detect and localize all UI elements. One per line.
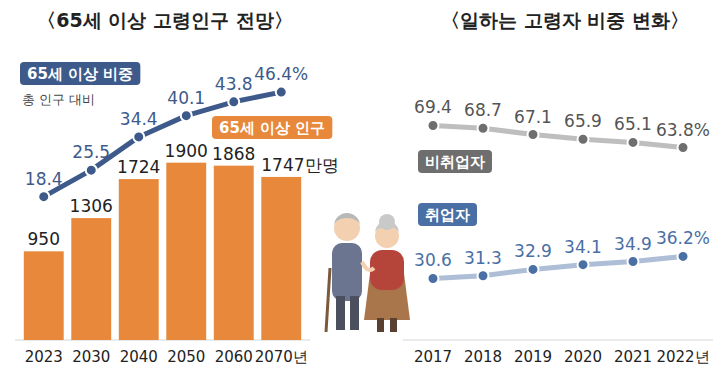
x-tick-label: 2023 — [25, 348, 63, 366]
marker — [38, 191, 49, 202]
point-label: 34.4 — [120, 109, 158, 129]
legend-box — [418, 150, 492, 173]
marker — [428, 273, 439, 284]
bar-label: 950 — [28, 229, 60, 249]
bar-label: 1868 — [212, 144, 255, 164]
figure-leg — [377, 318, 384, 332]
marker — [628, 137, 639, 148]
x-tick-label: 2021 — [614, 348, 652, 366]
x-tick-label: 2017 — [414, 348, 452, 366]
figure-leg — [336, 296, 345, 330]
legend-label: 취업자 — [425, 206, 470, 224]
point-label: 31.3 — [464, 248, 502, 268]
x-tick-label: 2070년 — [255, 348, 308, 366]
legend-box — [418, 203, 477, 226]
marker — [276, 87, 287, 98]
bar-label: 1747만명 — [261, 155, 338, 175]
x-tick-label: 2019 — [514, 348, 552, 366]
marker — [428, 120, 439, 131]
point-label: 65.1 — [614, 114, 652, 134]
plot-area — [428, 120, 689, 284]
point-label: 36.2% — [656, 228, 710, 248]
bar — [261, 177, 301, 340]
chart-title: 〈65세 이상 고령인구 전망〉 — [37, 9, 292, 31]
point-label: 40.1 — [167, 88, 205, 108]
marker — [678, 251, 689, 262]
point-label: 68.7 — [464, 100, 502, 120]
point-label: 30.6 — [414, 250, 452, 270]
legend-box — [212, 116, 332, 139]
x-tick-label: 2030 — [72, 348, 110, 366]
figure-arm — [362, 262, 374, 270]
background — [0, 0, 728, 381]
bar — [119, 179, 159, 340]
x-tick-label: 2060 — [215, 348, 253, 366]
data-labels: 69.4 68.7 67.1 65.9 65.163.8% 30.6 31.3 32.9 34.… — [414, 97, 710, 270]
legend-item: 비취업자 — [418, 150, 492, 173]
point-label: 34.9 — [614, 234, 652, 254]
marker — [478, 270, 489, 281]
x-tick-label: 2018 — [464, 348, 502, 366]
legend-item: 취업자 — [418, 203, 477, 226]
figure-body — [332, 243, 362, 301]
x-tick-label: 2020 — [564, 348, 602, 366]
marker — [86, 165, 97, 176]
chart-title: 〈일하는 고령자 비중 변화〉 — [441, 9, 689, 31]
figure-cane — [326, 268, 330, 332]
axis-line — [403, 340, 713, 341]
figure-hair — [375, 221, 399, 233]
chart-panel: 〈65세 이상 고령인구 전망〉 950 1306172419001868 1747만… — [15, 9, 339, 366]
marker — [628, 256, 639, 267]
marker — [578, 134, 589, 145]
bar-label: 1724 — [117, 157, 160, 177]
line — [44, 92, 282, 197]
marker — [528, 129, 539, 140]
illustration — [326, 213, 410, 332]
figure: 〈65세 이상 고령인구 전망〉 950 1306172419001868 1747만… — [0, 0, 728, 381]
point-label: 63.8% — [656, 120, 710, 140]
figure-leg — [350, 296, 359, 330]
marker — [578, 259, 589, 270]
x-tick-label: 2040 — [120, 348, 158, 366]
figure-leg — [390, 318, 397, 332]
point-label: 43.8 — [215, 74, 253, 94]
x-tick-label: 2050 — [167, 348, 205, 366]
marker — [133, 131, 144, 142]
x-tick-label: 2022년 — [656, 348, 709, 366]
legend-label: 비취업자 — [425, 153, 485, 171]
figure-hair — [334, 213, 360, 226]
annotation: 총 인구 대비 — [22, 92, 95, 107]
legend-item: 65세 이상 인구 — [212, 116, 332, 139]
chart-panel: 〈일하는 고령자 비중 변화〉 69.4 68.7 67.1 65.9 65.163.8%… — [403, 9, 713, 366]
legend-label: 65세 이상 비중 — [27, 65, 133, 83]
bar-label: 1900 — [165, 141, 208, 161]
point-label: 25.5 — [72, 142, 110, 162]
figure-body — [370, 250, 404, 290]
marker — [678, 142, 689, 153]
point-label: 67.1 — [514, 107, 552, 127]
point-label: 69.4 — [414, 97, 452, 117]
bar — [214, 166, 254, 340]
legend-item: 65세 이상 비중 — [20, 62, 140, 85]
point-label: 18.4 — [25, 169, 63, 189]
marker — [181, 110, 192, 121]
marker — [478, 123, 489, 134]
bar — [71, 218, 111, 340]
legend-label: 65세 이상 인구 — [219, 119, 325, 137]
point-label: 65.9 — [564, 111, 602, 131]
point-label: 46.4% — [254, 64, 308, 84]
bar-label: 1306 — [70, 196, 113, 216]
legend-box — [20, 62, 140, 85]
point-label: 32.9 — [514, 241, 552, 261]
marker — [528, 264, 539, 275]
point-label: 34.1 — [564, 237, 602, 257]
bar — [166, 163, 206, 340]
marker — [228, 96, 239, 107]
bar — [24, 251, 64, 340]
